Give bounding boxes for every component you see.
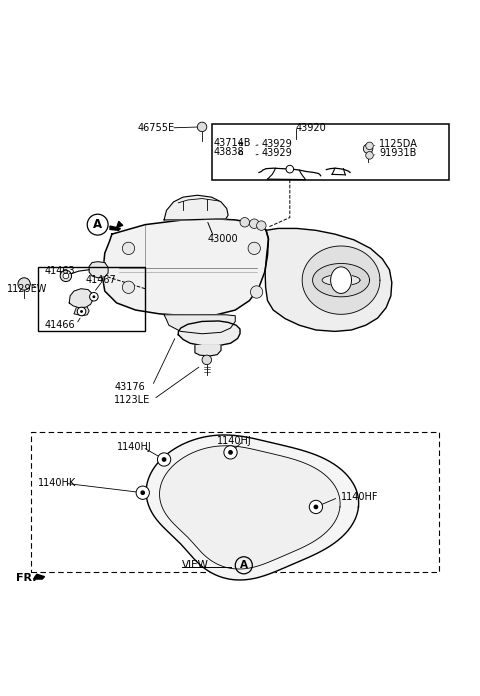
Text: 43714B: 43714B <box>214 138 252 148</box>
Circle shape <box>80 310 83 313</box>
Circle shape <box>224 445 237 459</box>
Circle shape <box>18 278 30 290</box>
Text: 43838: 43838 <box>214 147 244 157</box>
Polygon shape <box>164 196 228 220</box>
Text: 46755E: 46755E <box>138 123 175 133</box>
Bar <box>38 267 145 331</box>
Text: VIEW: VIEW <box>182 560 209 570</box>
Bar <box>239 141 242 145</box>
Polygon shape <box>312 264 370 296</box>
Text: 43929: 43929 <box>261 139 292 149</box>
Text: 91931B: 91931B <box>379 148 416 159</box>
Polygon shape <box>195 346 221 356</box>
Circle shape <box>313 505 318 509</box>
Polygon shape <box>331 267 351 294</box>
Polygon shape <box>322 275 360 285</box>
Text: 43176: 43176 <box>114 382 145 392</box>
Text: 1129EW: 1129EW <box>7 284 47 294</box>
Polygon shape <box>179 321 240 346</box>
Polygon shape <box>102 219 268 316</box>
Text: A: A <box>93 218 102 231</box>
Text: 41466: 41466 <box>45 320 75 330</box>
Polygon shape <box>74 307 89 316</box>
Circle shape <box>90 292 98 301</box>
Text: 43929: 43929 <box>261 148 292 159</box>
Circle shape <box>202 355 212 365</box>
Circle shape <box>363 144 373 154</box>
Text: 43000: 43000 <box>208 234 239 244</box>
Circle shape <box>240 218 250 227</box>
Circle shape <box>157 453 171 466</box>
Circle shape <box>162 457 167 462</box>
Text: 41467: 41467 <box>86 275 117 285</box>
Circle shape <box>122 242 135 255</box>
Circle shape <box>257 221 266 230</box>
Circle shape <box>140 491 145 495</box>
Bar <box>31 432 439 572</box>
Circle shape <box>286 166 294 173</box>
Text: A: A <box>240 560 248 570</box>
Text: FR.: FR. <box>16 573 36 583</box>
Bar <box>239 151 242 155</box>
Text: 41463: 41463 <box>45 266 75 276</box>
Circle shape <box>366 152 373 159</box>
Polygon shape <box>110 226 120 230</box>
Text: 1140HK: 1140HK <box>38 478 77 488</box>
Circle shape <box>122 281 135 294</box>
Bar <box>212 124 449 180</box>
Text: 1125DA: 1125DA <box>379 139 418 149</box>
Circle shape <box>60 270 72 282</box>
Polygon shape <box>302 246 380 315</box>
Polygon shape <box>34 574 45 579</box>
Polygon shape <box>89 262 108 278</box>
Text: 1123LE: 1123LE <box>114 395 151 405</box>
Circle shape <box>250 219 259 228</box>
Polygon shape <box>146 435 359 580</box>
Circle shape <box>228 450 233 454</box>
Polygon shape <box>164 315 235 334</box>
Circle shape <box>63 273 69 278</box>
Circle shape <box>93 295 96 298</box>
Text: 1140HJ: 1140HJ <box>117 442 151 452</box>
Circle shape <box>366 142 373 150</box>
Circle shape <box>248 242 261 255</box>
Text: 1140HF: 1140HF <box>341 493 378 503</box>
Circle shape <box>251 286 263 298</box>
Text: 43920: 43920 <box>296 123 326 133</box>
Text: 1140HJ: 1140HJ <box>217 436 252 446</box>
Circle shape <box>77 307 86 316</box>
Polygon shape <box>159 445 340 569</box>
Circle shape <box>136 486 149 499</box>
Polygon shape <box>69 289 93 308</box>
Circle shape <box>197 122 207 132</box>
Circle shape <box>309 500 323 514</box>
Polygon shape <box>265 228 392 331</box>
